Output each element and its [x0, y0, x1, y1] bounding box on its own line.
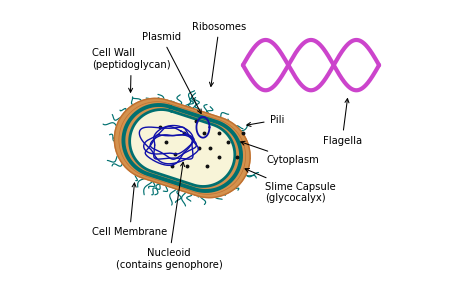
Polygon shape: [123, 105, 241, 191]
Text: Cell Wall
(peptidoglycan): Cell Wall (peptidoglycan): [92, 49, 171, 92]
Text: Slime Capsule
(glycocalyx): Slime Capsule (glycocalyx): [245, 168, 336, 203]
Polygon shape: [130, 110, 235, 186]
Text: Flagella: Flagella: [322, 99, 362, 146]
Text: Cytoplasm: Cytoplasm: [241, 141, 319, 165]
Text: Plasmid: Plasmid: [142, 32, 201, 113]
Polygon shape: [119, 102, 246, 194]
Text: Ribosomes: Ribosomes: [192, 22, 246, 86]
Polygon shape: [114, 98, 250, 198]
Text: Cell Membrane: Cell Membrane: [92, 183, 167, 237]
Text: Nucleoid
(contains genophore): Nucleoid (contains genophore): [116, 162, 222, 270]
Text: Pili: Pili: [247, 115, 284, 126]
